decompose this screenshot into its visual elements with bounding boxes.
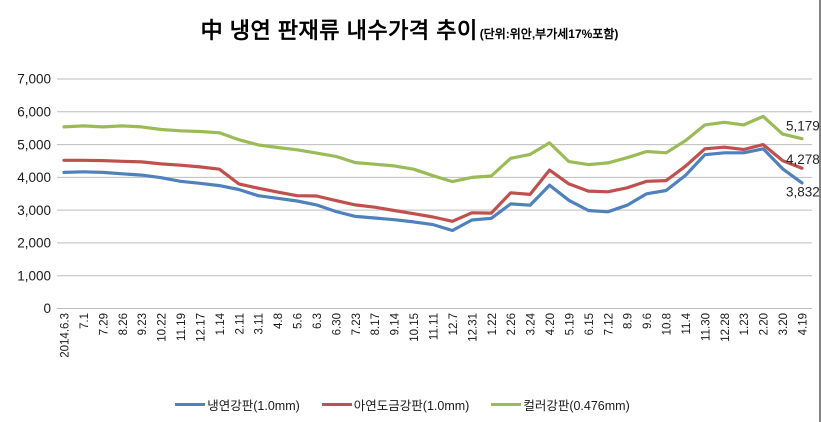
x-axis-tick-label: 10.8 <box>662 313 674 335</box>
legend-label: 컬러강판(0.476mm) <box>523 398 630 413</box>
legend-line-swatch-blue <box>175 402 206 406</box>
x-axis-tick-label: 8.26 <box>118 313 130 335</box>
y-axis-tick-label: 7,000 <box>17 72 51 87</box>
legend-label: 아연도금강판(1.0mm) <box>353 398 470 413</box>
x-axis-tick-label: 3.24 <box>526 312 538 335</box>
x-axis-tick-label: 11.4 <box>681 312 693 334</box>
x-axis-tick-label: 12.31 <box>467 313 479 342</box>
x-axis-tick-label: 4.19 <box>798 313 810 335</box>
legend-line-swatch-red <box>321 402 352 406</box>
y-axis-tick-label: 2,000 <box>17 236 51 251</box>
x-axis-tick-label: 2014.6.3 <box>60 313 72 358</box>
x-axis-tick-label: 12.17 <box>195 313 207 342</box>
chart-title-text: 中 냉연 판재류 내수가격 추이 <box>200 18 478 43</box>
x-axis-tick-label: 1.22 <box>487 313 499 335</box>
series-line-2 <box>62 114 804 184</box>
x-axis-tick-label: 4.8 <box>273 313 285 329</box>
x-axis-tick-label: 1.14 <box>215 312 227 335</box>
series-line-1 <box>62 143 804 223</box>
x-axis-tick-label: 4.20 <box>545 313 557 335</box>
x-axis-tick-label: 5.6 <box>293 313 305 329</box>
x-axis-tick-label: 10.22 <box>157 313 169 342</box>
x-axis-tick-label: 2.20 <box>759 313 771 335</box>
x-axis-tick-label: 9.6 <box>642 313 654 329</box>
x-axis-tick-label: 7.1 <box>79 313 91 329</box>
x-axis-tick-label: 10.15 <box>409 313 421 342</box>
x-axis-tick-label: 11.30 <box>700 313 712 341</box>
y-axis-tick-label: 4,000 <box>17 170 51 185</box>
x-axis-tick-label: 9.14 <box>390 312 402 335</box>
legend-item-galvanized: 아연도금강판(1.0mm) <box>321 395 470 414</box>
legend-item-cold-rolled: 냉연강판(1.0mm) <box>175 395 300 414</box>
chart-title-unit: (단위:위안,부가세17%포함) <box>479 27 619 41</box>
x-axis-tick-label: 9.23 <box>137 313 149 335</box>
x-axis-tick-label: 5.19 <box>564 313 576 335</box>
series-end-label: 3,832 <box>786 185 820 200</box>
x-axis-tick-label: 2.11 <box>234 313 246 335</box>
x-axis-tick-label: 8.17 <box>370 313 382 335</box>
legend-label: 냉연강판(1.0mm) <box>207 398 300 413</box>
x-axis-tick-label: 6.3 <box>312 313 324 329</box>
x-axis-tick-label: 12.7 <box>448 313 460 335</box>
legend-item-color-coated: 컬러강판(0.476mm) <box>491 395 630 414</box>
y-axis-tick-label: 0 <box>43 301 51 316</box>
series-end-label: 5,179 <box>786 118 820 133</box>
x-axis-tick-label: 1.23 <box>739 313 751 335</box>
x-axis-tick-label: 6.15 <box>584 313 596 335</box>
legend-line-swatch-green <box>491 402 522 406</box>
x-axis-tick-label: 11.11 <box>429 313 441 340</box>
x-axis-tick-label: 7.23 <box>351 313 363 335</box>
y-axis-tick-label: 5,000 <box>17 137 51 152</box>
y-axis-tick-label: 3,000 <box>17 203 51 218</box>
x-axis-tick-label: 7.29 <box>98 313 110 335</box>
legend: 냉연강판(1.0mm) 아연도금강판(1.0mm) 컬러강판(0.476mm) <box>0 392 805 416</box>
series-end-label: 4,278 <box>786 152 820 167</box>
x-axis-tick-label: 12.28 <box>720 313 732 342</box>
x-axis-tick-label: 2.26 <box>506 313 518 335</box>
y-axis-tick-label: 6,000 <box>17 105 51 120</box>
x-axis-tick-label: 3.11 <box>254 313 266 335</box>
x-axis-tick-label: 3.20 <box>778 313 790 335</box>
x-axis-tick-label: 7.12 <box>603 313 615 335</box>
x-axis-tick-label: 6.30 <box>331 313 343 335</box>
chart-title: 中 냉연 판재류 내수가격 추이 (단위:위안,부가세17%포함) <box>0 13 819 45</box>
x-axis-tick-label: 8.9 <box>623 313 635 329</box>
x-axis-tick-label: 11.19 <box>176 313 188 341</box>
series-line-0 <box>62 147 804 233</box>
y-axis-tick-label: 1,000 <box>17 268 51 283</box>
